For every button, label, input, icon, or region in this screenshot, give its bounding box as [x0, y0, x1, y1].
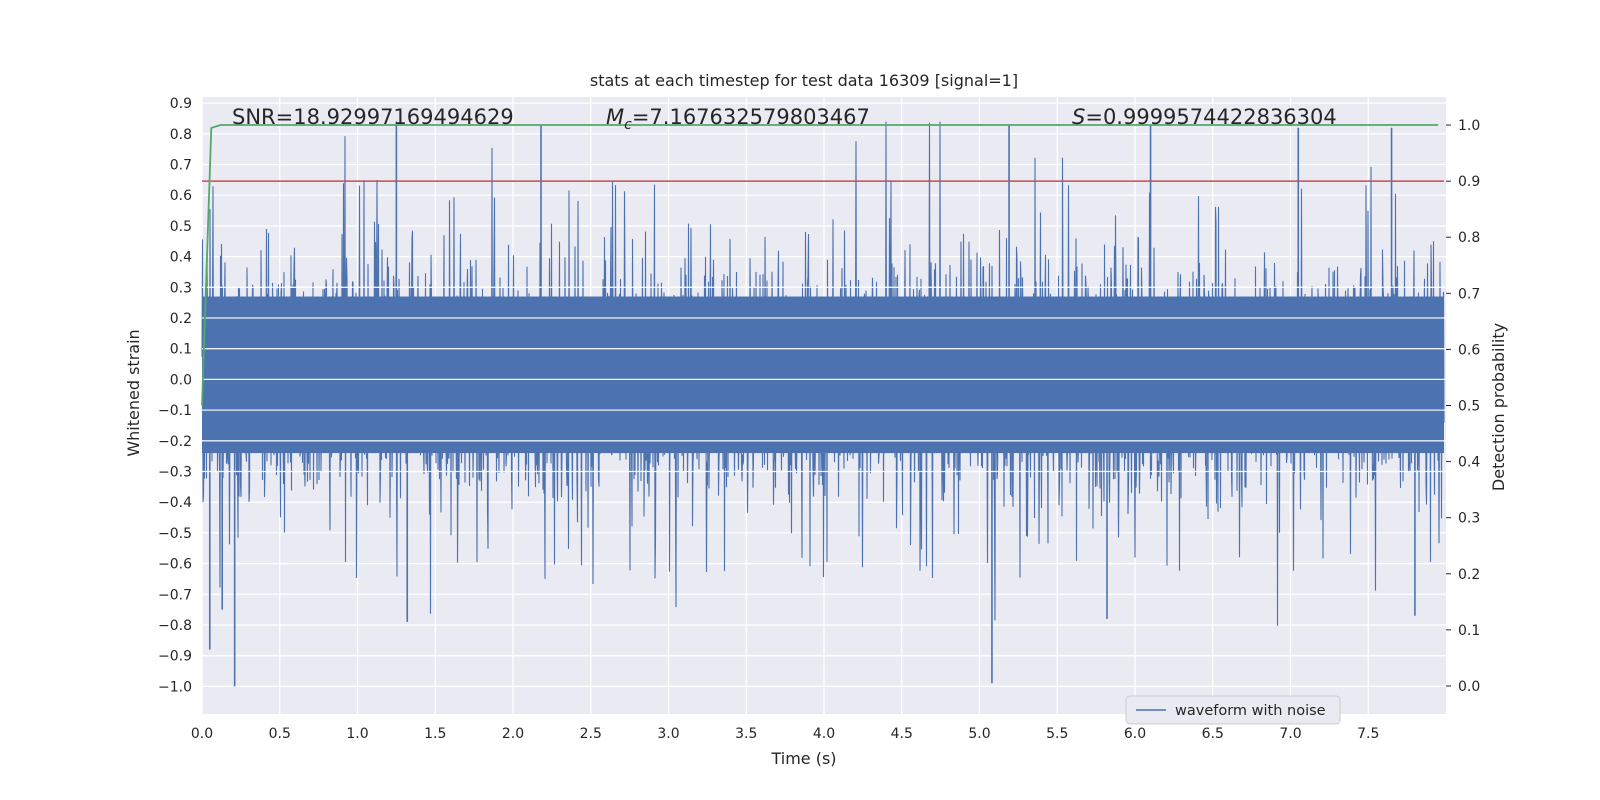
y-tick-label: −1.0: [158, 679, 192, 695]
legend: waveform with noise: [1125, 695, 1341, 725]
x-axis-label: Time (s): [770, 749, 836, 768]
y-tick-label: −0.8: [158, 618, 192, 634]
x-tick-label: 1.5: [424, 726, 446, 742]
x-tick-label: 2.5: [580, 726, 602, 742]
statistic-annotation: S=0.9999574422836304: [1072, 105, 1337, 129]
y2-tick-label: 0.8: [1458, 230, 1480, 246]
y-tick-label: 0.9: [170, 96, 192, 112]
y2-tick-label: 0.2: [1458, 567, 1480, 583]
x-tick-label: 1.0: [346, 726, 368, 742]
y-tick-label: −0.9: [158, 649, 192, 665]
y2-tick-label: 0.7: [1458, 286, 1480, 302]
chirp-mass-value: =7.167632579803467: [632, 105, 870, 129]
y-tick-label: −0.3: [158, 464, 192, 480]
legend-box: [1125, 695, 1341, 725]
y2-tick-label: 1.0: [1458, 118, 1480, 134]
y2-axis-ticks: 1.0 0.9 0.8 0.7 0.6 0.5 0.4 0.3 0.2 0.1 0.0: [1446, 118, 1480, 695]
y-tick-label: −0.2: [158, 434, 192, 450]
y-tick-label: 0.0: [170, 372, 192, 388]
statistic-value: =0.9999574422836304: [1085, 105, 1336, 129]
y-tick-label: −0.6: [158, 557, 192, 573]
y2-axis-label: Detection probability: [1489, 323, 1508, 491]
y-tick-label: −0.1: [158, 403, 192, 419]
x-tick-label: 3.5: [735, 726, 757, 742]
y-tick-label: 0.6: [170, 188, 192, 204]
y-tick-label: 0.4: [170, 250, 192, 266]
statistic-symbol: S: [1072, 105, 1085, 129]
x-axis-ticks: 0.0 0.5 1.0 1.5 2.0 2.5 3.0 3.5 4.0 4.5 5.0 5.5 6.0 6…: [191, 726, 1380, 742]
waveform-series: [201, 121, 1446, 687]
y-tick-label: 0.7: [170, 158, 192, 174]
probability-line: [201, 124, 1439, 406]
chirp-mass-annotation: Mc=7.167632579803467: [606, 105, 870, 133]
y-tick-label: 0.2: [170, 311, 192, 327]
y2-tick-label: 0.6: [1458, 342, 1480, 358]
x-tick-label: 6.5: [1202, 726, 1224, 742]
waveform-core: [202, 296, 1444, 454]
x-tick-label: 7.0: [1279, 726, 1301, 742]
x-tick-label: 0.5: [269, 726, 291, 742]
y-tick-label: −0.5: [158, 526, 192, 542]
chirp-mass-subscript: c: [624, 117, 632, 133]
x-tick-label: 3.0: [657, 726, 679, 742]
y-axis-ticks: 0.9 0.8 0.7 0.6 0.5 0.4 0.3 0.2 0.1 0.0 −0.1 −0.2 −0…: [158, 96, 192, 695]
y-tick-label: 0.5: [170, 219, 192, 235]
y-tick-label: 0.1: [170, 342, 192, 358]
x-tick-label: 4.5: [891, 726, 913, 742]
x-tick-label: 7.5: [1357, 726, 1379, 742]
y2-tick-label: 0.0: [1458, 679, 1480, 695]
y-tick-label: 0.3: [170, 280, 192, 296]
y2-tick-label: 0.3: [1458, 511, 1480, 527]
legend-label: waveform with noise: [1175, 703, 1326, 719]
x-tick-label: 4.0: [813, 726, 835, 742]
probability-series: [201, 124, 1444, 406]
y-tick-label: −0.7: [158, 587, 192, 603]
y-tick-label: −0.4: [158, 495, 192, 511]
y2-tick-label: 0.9: [1458, 174, 1480, 190]
x-tick-label: 0.0: [191, 726, 213, 742]
x-tick-label: 6.0: [1124, 726, 1146, 742]
x-tick-label: 2.0: [502, 726, 524, 742]
y-axis-label: Whitened strain: [124, 329, 143, 456]
chirp-mass-symbol: M: [606, 105, 624, 129]
x-tick-label: 5.0: [968, 726, 990, 742]
y-tick-label: 0.8: [170, 127, 192, 143]
chart-title: stats at each timestep for test data 163…: [590, 71, 1018, 90]
x-tick-label: 5.5: [1046, 726, 1068, 742]
snr-annotation: SNR=18.92997169494629: [232, 105, 514, 129]
y2-tick-label: 0.4: [1458, 455, 1480, 471]
y2-tick-label: 0.5: [1458, 399, 1480, 415]
y2-tick-label: 0.1: [1458, 623, 1480, 639]
